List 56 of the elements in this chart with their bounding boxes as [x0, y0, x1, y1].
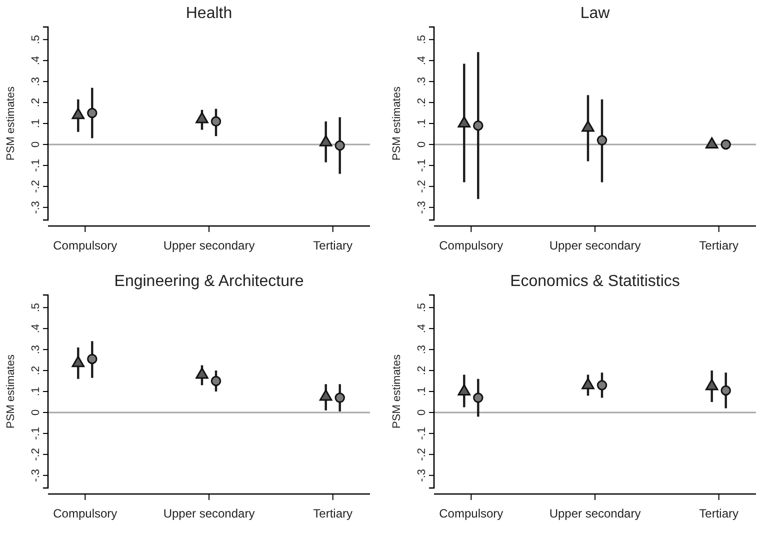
y-tick-label: -.2: [30, 180, 42, 193]
y-axis-title: PSM estimates: [391, 86, 403, 160]
x-tick-label: Tertiary: [699, 506, 739, 520]
y-tick-label: -.3: [416, 468, 428, 482]
y-tick-label: -.1: [416, 159, 428, 172]
y-tick-label: -.3: [416, 200, 428, 214]
y-tick-label: -.2: [416, 180, 428, 193]
y-axis-title: PSM estimates: [5, 354, 17, 428]
x-tick-label: Upper secondary: [549, 506, 641, 520]
y-tick-label: -.1: [30, 427, 42, 440]
x-tick-label: Tertiary: [313, 238, 353, 252]
x-tick-label: Compulsory: [439, 506, 504, 520]
y-tick-label: 0: [416, 409, 428, 416]
y-tick-label: .4: [416, 324, 428, 334]
y-tick-label: .4: [30, 324, 42, 334]
x-tick-label: Upper secondary: [549, 238, 641, 252]
y-tick-label: 0: [30, 141, 42, 148]
x-tick-label: Upper secondary: [163, 238, 255, 252]
y-tick-label: .2: [30, 366, 42, 376]
y-tick-label: .1: [30, 118, 42, 128]
y-tick-label: .5: [416, 34, 428, 44]
y-tick-label: .5: [30, 34, 42, 44]
y-tick-label: -.2: [416, 448, 428, 461]
y-tick-label: .5: [30, 302, 42, 312]
x-tick-label: Compulsory: [439, 238, 504, 252]
y-tick-label: -.2: [30, 448, 42, 461]
x-tick-label: Tertiary: [699, 238, 739, 252]
y-axis-title: PSM estimates: [5, 86, 17, 160]
y-tick-label: .3: [30, 76, 42, 86]
y-tick-label: .1: [416, 386, 428, 396]
y-tick-label: .3: [416, 76, 428, 86]
x-tick-label: Compulsory: [53, 238, 118, 252]
y-tick-label: .1: [30, 386, 42, 396]
y-tick-label: .2: [416, 98, 428, 108]
y-tick-label: -.1: [30, 159, 42, 172]
y-tick-label: .1: [416, 118, 428, 128]
y-tick-label: .2: [30, 98, 42, 108]
y-tick-label: 0: [30, 409, 42, 416]
y-tick-label: .4: [416, 56, 428, 66]
y-tick-label: .3: [30, 344, 42, 354]
y-tick-label: -.1: [416, 427, 428, 440]
chart-title: Economics & Statitistics: [510, 273, 680, 290]
y-tick-label: .5: [416, 302, 428, 312]
x-tick-label: Compulsory: [53, 506, 118, 520]
chart-title: Law: [580, 5, 610, 22]
y-tick-label: .4: [30, 56, 42, 66]
y-tick-label: -.3: [30, 200, 42, 214]
y-tick-label: 0: [416, 141, 428, 148]
x-tick-label: Tertiary: [313, 506, 353, 520]
chart-title: Health: [186, 5, 232, 22]
x-tick-label: Upper secondary: [163, 506, 255, 520]
y-tick-label: .2: [416, 366, 428, 376]
y-tick-label: -.3: [30, 468, 42, 482]
chart-title: Engineering & Architecture: [114, 273, 304, 290]
y-tick-label: .3: [416, 344, 428, 354]
y-axis-title: PSM estimates: [391, 354, 403, 428]
